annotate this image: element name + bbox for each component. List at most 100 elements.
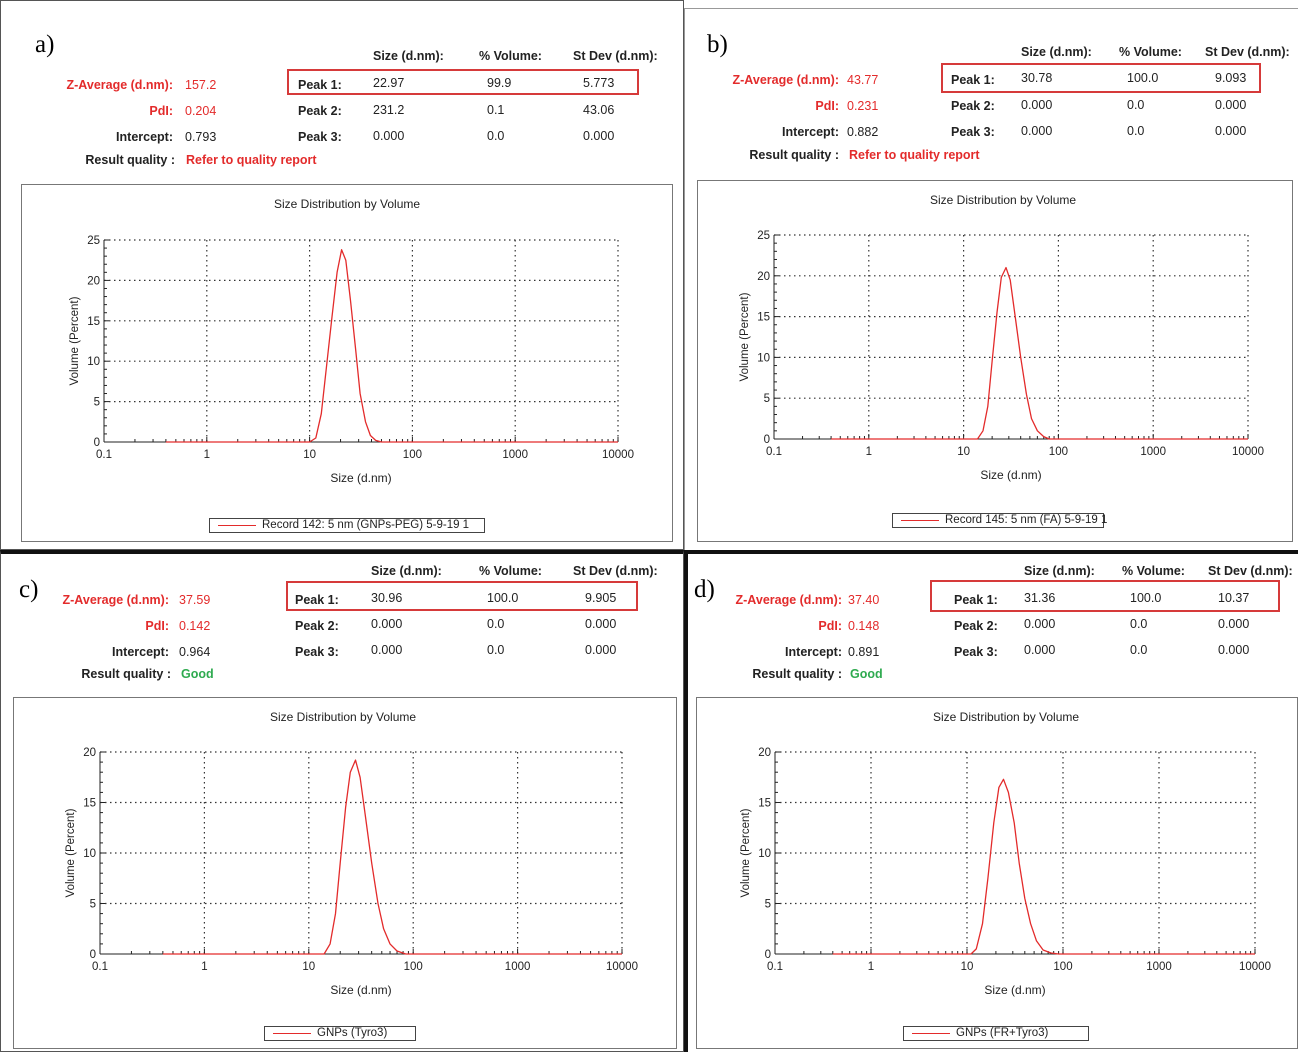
legend-label: GNPs (Tyro3) (317, 1027, 388, 1039)
peak-size: 0.000 (373, 129, 405, 143)
result-quality-label: Result quality : (749, 148, 839, 162)
size-header: Size (d.nm): (371, 564, 442, 578)
peak-stdev: 0.000 (1218, 617, 1250, 631)
peak-stdev: 0.000 (585, 617, 617, 631)
y-axis-label: Volume (Percent) (739, 292, 751, 381)
x-tick-label: 1000 (1146, 961, 1172, 973)
panel-a: a) Size (d.nm): % Volume: St Dev (d.nm):… (0, 0, 684, 550)
result-quality-label: Result quality : (85, 153, 175, 167)
peak-size: 0.000 (1024, 643, 1056, 657)
peak-size: 231.2 (373, 103, 405, 117)
result-quality-value: Good (181, 667, 214, 681)
peak-size: 0.000 (1021, 98, 1053, 112)
y-tick-label: 0 (764, 434, 770, 446)
pdi-value: 0.231 (847, 99, 879, 113)
pdi-value: 0.204 (185, 104, 217, 118)
pdi-label: PdI: (145, 619, 169, 633)
series-line (162, 759, 622, 955)
chart-legend: GNPs (Tyro3) (264, 1026, 416, 1041)
peak-stdev: 0.000 (1215, 98, 1247, 112)
y-tick-label: 5 (765, 899, 771, 911)
y-axis-label: Volume (Percent) (740, 808, 752, 897)
peak-label: Peak 3: (295, 645, 339, 659)
x-tick-label: 0.1 (766, 446, 782, 458)
x-tick-label: 10 (957, 446, 970, 458)
chart-legend: GNPs (FR+Tyro3) (903, 1026, 1089, 1041)
z-average-value: 43.77 (847, 73, 879, 87)
peak-size: 0.000 (371, 617, 403, 631)
x-tick-label: 1 (866, 446, 872, 458)
peak-volume: 0.1 (487, 103, 505, 117)
peak-size: 30.96 (371, 591, 403, 605)
y-tick-label: 15 (83, 798, 96, 810)
stdev-header: St Dev (d.nm): (573, 49, 658, 63)
intercept-value: 0.793 (185, 130, 217, 144)
x-tick-label: 10000 (606, 961, 638, 973)
y-tick-label: 0 (90, 949, 96, 961)
intercept-value: 0.964 (179, 645, 211, 659)
peak-label: Peak 2: (295, 619, 339, 633)
x-tick-label: 0.1 (767, 961, 783, 973)
x-axis-label: Size (d.nm) (984, 983, 1045, 997)
chart-legend: Record 142: 5 nm (GNPs-PEG) 5-9-19 1 (209, 518, 485, 533)
peak-volume: 99.9 (487, 76, 512, 90)
x-tick-label: 10 (302, 961, 315, 973)
y-axis-label: Volume (Percent) (65, 808, 77, 897)
chart-title: Size Distribution by Volume (933, 710, 1080, 724)
peak-label: Peak 3: (954, 645, 998, 659)
z-average-value: 37.59 (179, 593, 211, 607)
peak-volume: 0.0 (1127, 124, 1145, 138)
z-average-value: 37.40 (848, 593, 880, 607)
x-tick-label: 10000 (1239, 961, 1271, 973)
y-tick-label: 20 (87, 275, 100, 287)
panel-label: d) (694, 576, 715, 603)
x-tick-label: 1 (201, 961, 207, 973)
y-axis-label: Volume (Percent) (69, 296, 81, 385)
volume-header: % Volume: (1119, 45, 1182, 59)
series-line (165, 249, 618, 443)
peak-size: 22.97 (373, 76, 405, 90)
size-header: Size (d.nm): (1021, 45, 1092, 59)
y-tick-label: 15 (758, 798, 771, 810)
panel-label: c) (19, 576, 39, 603)
result-quality-label: Result quality : (752, 667, 842, 681)
series-line (831, 266, 1248, 440)
stdev-header: St Dev (d.nm): (1205, 45, 1290, 59)
result-quality-value: Good (850, 667, 883, 681)
peak-volume: 0.0 (487, 643, 505, 657)
y-tick-label: 25 (757, 230, 770, 242)
peak-volume: 0.0 (1130, 643, 1148, 657)
y-tick-label: 10 (758, 848, 771, 860)
z-average-label: Z-Average (d.nm): (735, 593, 843, 607)
peak-size: 30.78 (1021, 71, 1053, 85)
peak-label: Peak 3: (298, 130, 342, 144)
x-tick-label: 1 (868, 961, 874, 973)
pdi-value: 0.148 (848, 619, 880, 633)
intercept-label: Intercept: (782, 125, 839, 139)
panel-label: b) (707, 31, 728, 58)
x-axis-label: Size (d.nm) (330, 471, 391, 485)
y-tick-label: 25 (87, 235, 100, 247)
peak-label: Peak 2: (951, 99, 995, 113)
chart-frame: Size Distribution by Volume 0.1 1 10 100 100… (697, 180, 1293, 542)
x-tick-label: 10 (303, 449, 316, 461)
peak-stdev: 0.000 (1218, 643, 1250, 657)
y-tick-label: 20 (757, 271, 770, 283)
peak-stdev: 0.000 (1215, 124, 1247, 138)
chart-frame: Size Distribution by Volume 0.1 1 10 100 100… (21, 184, 673, 542)
peak-label: Peak 1: (295, 593, 339, 607)
peak-volume: 100.0 (1130, 591, 1162, 605)
x-tick-label: 100 (403, 449, 422, 461)
peak-label: Peak 1: (954, 593, 998, 607)
stdev-header: St Dev (d.nm): (1208, 564, 1293, 578)
peak-size: 0.000 (1024, 617, 1056, 631)
y-tick-label: 20 (758, 747, 771, 759)
x-tick-label: 1 (204, 449, 210, 461)
y-tick-label: 5 (94, 397, 100, 409)
result-quality-label: Result quality : (81, 667, 171, 681)
pdi-label: PdI: (815, 99, 839, 113)
chart-plot: 0.1 1 10 100 1000 10000 0 5 10 15 20 25 Size (d.nm) V… (739, 230, 1264, 482)
series-line (832, 778, 1255, 955)
chart-plot: 0.1 1 10 100 1000 10000 0 5 10 15 20 Size (d.nm) Vol… (740, 747, 1271, 997)
peak-volume: 0.0 (1127, 98, 1145, 112)
